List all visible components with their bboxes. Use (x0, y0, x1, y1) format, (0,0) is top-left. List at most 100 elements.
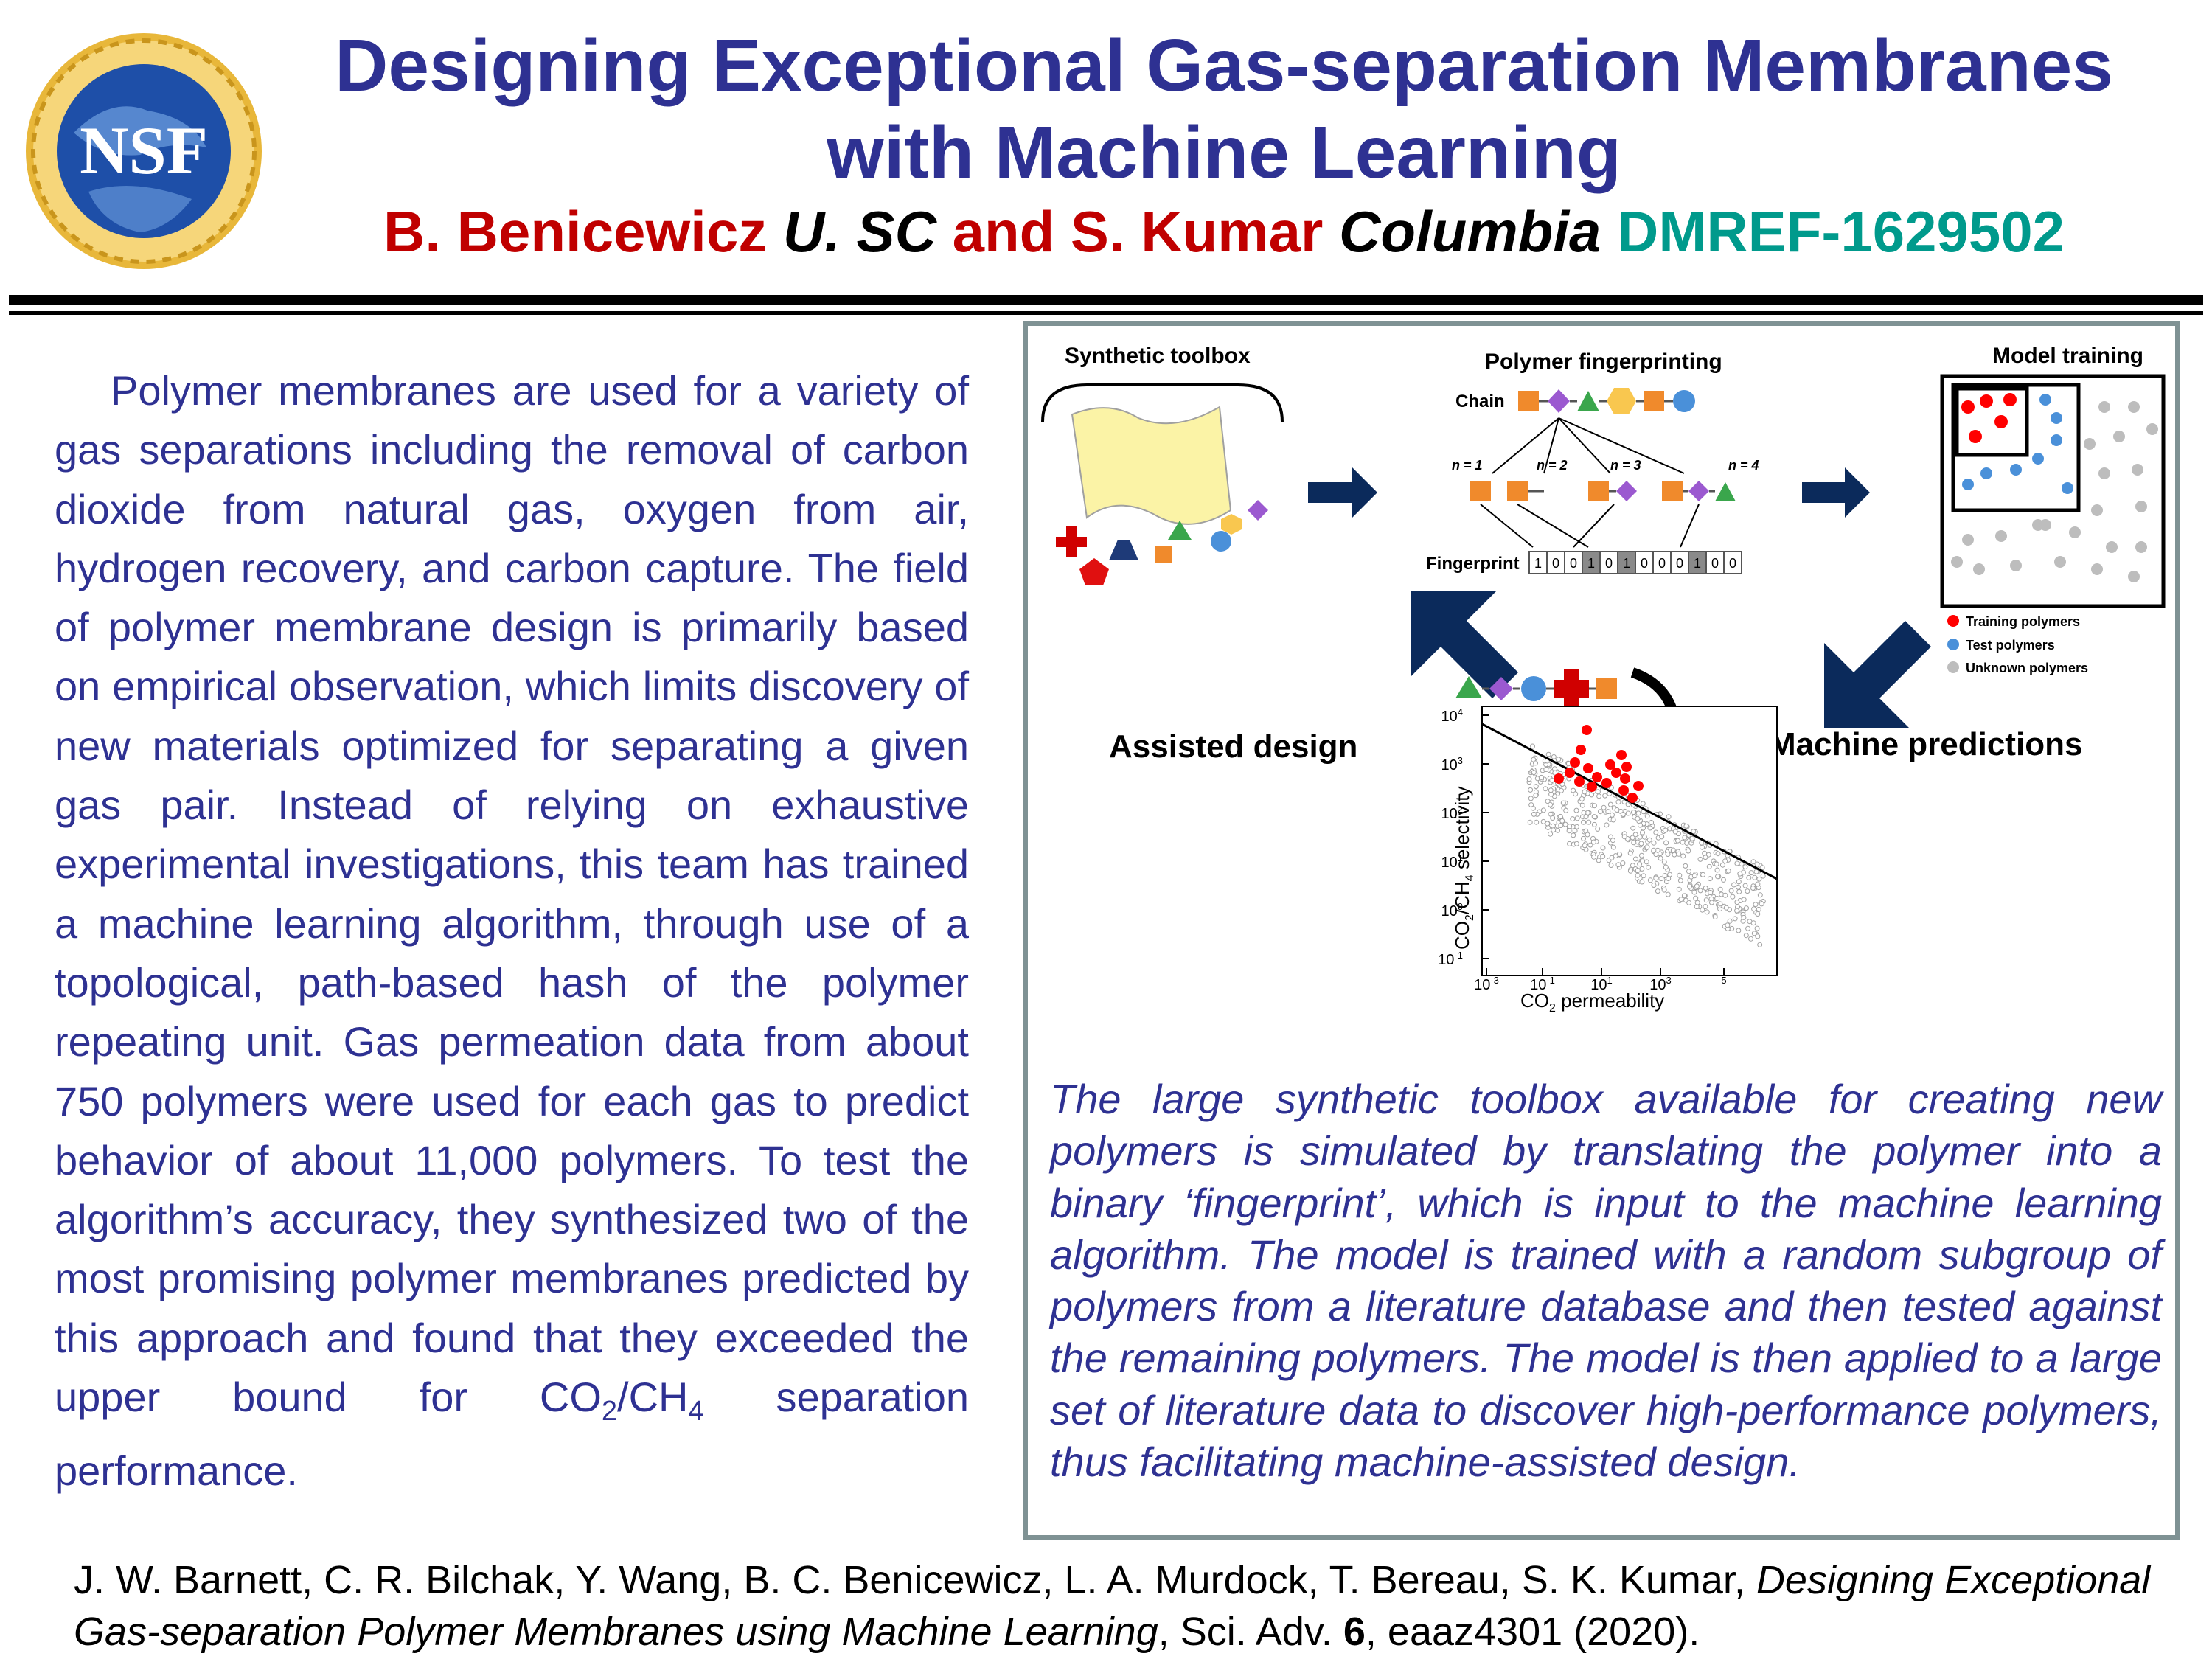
model-training-label: Model training (1992, 344, 2143, 368)
plot-point-unknown (1637, 834, 1643, 840)
plot-point-unknown (1760, 873, 1766, 879)
plot-point-unknown (1753, 902, 1759, 908)
ml-workflow-figure: Synthetic toolbox Polymer fingerprinting… (1041, 344, 2166, 1015)
plot-point-high-performance (1592, 772, 1602, 782)
plot-point-unknown (1734, 908, 1740, 914)
plot-point-high-performance (1565, 768, 1575, 778)
plot-point-unknown (1759, 865, 1765, 871)
plot-point-unknown (1600, 845, 1606, 851)
plot-point-high-performance (1601, 778, 1612, 788)
plot-point-unknown (1614, 807, 1620, 813)
polymer-fingerprinting-label: Polymer fingerprinting (1485, 349, 1722, 374)
plot-point-unknown (1672, 852, 1677, 858)
model-dot-test (2062, 482, 2073, 494)
plot-point-unknown (1754, 861, 1760, 867)
plot-point-unknown (1653, 852, 1659, 858)
plot-point-unknown (1736, 884, 1741, 890)
plot-point-unknown (1721, 877, 1726, 883)
plot-point-unknown (1681, 893, 1687, 899)
plot-point-unknown (1755, 911, 1761, 917)
title-line-1: Designing Exceptional Gas-separation Mem… (335, 24, 2113, 107)
plot-point-unknown (1745, 888, 1750, 894)
plot-point-unknown (1607, 834, 1613, 840)
plot-point-unknown (1743, 933, 1749, 939)
fingerprint-label: Fingerprint (1426, 554, 1520, 574)
plot-point-unknown (1751, 931, 1757, 936)
plot-point-unknown (1745, 925, 1751, 931)
plot-point-unknown (1672, 829, 1678, 835)
model-dot-unknown (1973, 563, 1985, 575)
model-dot-unknown (2039, 519, 2051, 531)
fingerprint-bit-box (1723, 551, 1742, 574)
plot-point-unknown (1644, 859, 1649, 865)
institution-2: Columbia (1339, 199, 1601, 264)
plot-point-unknown (1640, 858, 1646, 864)
plot-point-unknown (1637, 861, 1643, 867)
model-dot-test (2039, 394, 2051, 406)
plot-point-unknown (1708, 890, 1714, 895)
plot-point-high-performance (1587, 782, 1597, 792)
plot-point-unknown (1756, 876, 1762, 882)
plot-point-unknown (1621, 834, 1627, 840)
plot-point-unknown (1607, 801, 1613, 807)
plot-point-unknown (1722, 892, 1728, 898)
plot-point-unknown (1683, 823, 1689, 829)
fingerprint-bit-box (1670, 551, 1689, 574)
plot-point-unknown (1545, 799, 1551, 804)
arrow-assisted-design (1411, 591, 1518, 698)
plot-x-tick: 5 (1721, 975, 1726, 986)
plot-y-tick: 10-1 (1438, 950, 1463, 968)
fingerprint-bit-box (1652, 551, 1672, 574)
plot-point-unknown (1600, 853, 1606, 859)
plot-point-unknown (1581, 835, 1586, 841)
plot-point-unknown (1555, 827, 1560, 833)
plot-point-unknown (1744, 905, 1749, 911)
plot-point-unknown (1753, 869, 1759, 874)
plot-point-unknown (1662, 873, 1668, 878)
model-dot-unknown (2128, 401, 2140, 413)
author-conjunction: and (952, 199, 1055, 264)
plot-point-unknown (1639, 866, 1645, 872)
plot-point-unknown (1689, 835, 1695, 841)
plot-point-unknown (1677, 872, 1683, 878)
plot-point-unknown (1653, 875, 1659, 881)
plot-point-unknown (1635, 872, 1641, 878)
summary-paragraph: Polymer membranes are used for a variety… (55, 367, 969, 1494)
plot-point-unknown (1737, 871, 1743, 877)
plot-point-unknown (1719, 862, 1725, 868)
plot-point-unknown (1566, 828, 1572, 834)
plot-point-unknown (1723, 905, 1729, 911)
plot-point-unknown (1534, 819, 1540, 825)
model-dot-test (2051, 434, 2062, 446)
plot-point-unknown (1630, 835, 1635, 841)
chain-units (1518, 388, 1695, 414)
plot-point-unknown (1543, 786, 1548, 792)
plot-point-unknown (1700, 844, 1705, 850)
plot-point-unknown (1731, 882, 1737, 888)
plot-point-unknown (1658, 855, 1663, 861)
plot-point-high-performance (1627, 793, 1638, 803)
plot-y-ticks: 104 103 102 101 100 10-1 (1438, 706, 1489, 968)
model-dot-unknown (2128, 571, 2140, 582)
plot-point-unknown (1732, 916, 1738, 922)
plot-point-unknown (1728, 888, 1734, 894)
plot-point-unknown (1598, 809, 1603, 815)
plot-point-unknown (1528, 787, 1534, 793)
grant-number: DMREF-1629502 (1617, 199, 2065, 264)
plot-point-unknown (1551, 827, 1557, 833)
model-dot-training (1969, 430, 1982, 443)
plot-point-unknown (1591, 814, 1597, 820)
plot-point-unknown (1559, 818, 1565, 824)
plot-y-tick: 100 (1441, 901, 1463, 919)
plot-point-unknown (1747, 919, 1753, 925)
fingerprint-bit: 1 (1623, 556, 1630, 571)
fingerprint-bit: 1 (1587, 556, 1595, 571)
plot-point-unknown (1655, 888, 1660, 894)
plot-point-unknown (1754, 925, 1760, 931)
plot-point-unknown (1579, 796, 1585, 801)
plot-point-unknown (1538, 774, 1544, 780)
fingerprint-bit-box (1528, 551, 1548, 574)
plot-point-unknown (1722, 858, 1728, 864)
plot-point-unknown (1748, 936, 1753, 942)
model-dot-test (1962, 479, 1974, 490)
